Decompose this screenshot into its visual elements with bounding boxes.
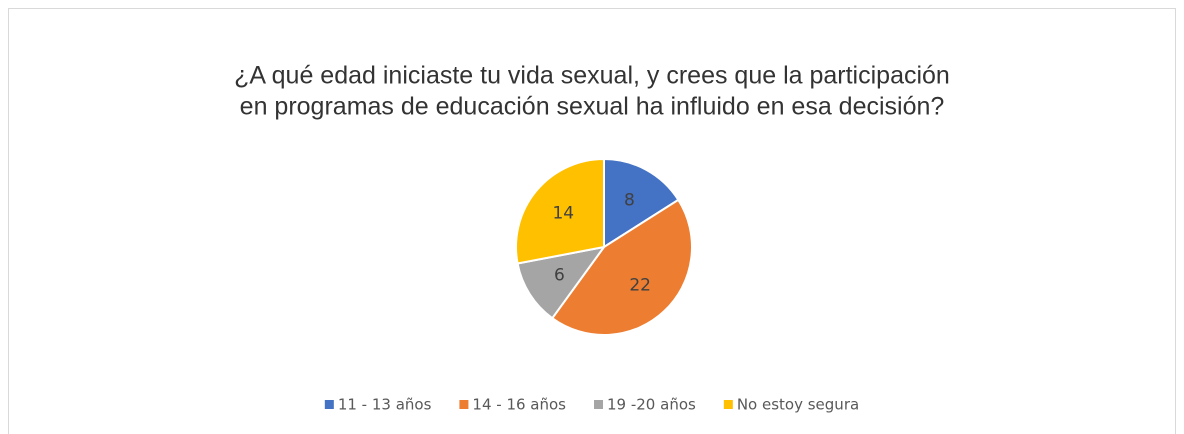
legend-label: 14 - 16 años	[472, 396, 566, 414]
legend-marker	[723, 400, 733, 409]
chart-title: ¿A qué edad iniciaste tu vida sexual, y …	[234, 62, 950, 90]
legend-label: No estoy segura	[737, 396, 859, 414]
pie-slice	[515, 157, 605, 265]
legend-label: 19 -20 años	[607, 396, 696, 414]
chart-title: en programas de educación sexual ha infl…	[240, 93, 945, 121]
data-label: 6	[554, 265, 565, 285]
data-label: 22	[629, 275, 651, 295]
legend-marker	[324, 400, 334, 409]
data-label: 8	[624, 191, 635, 211]
pie-slice	[603, 157, 680, 249]
legend-marker	[594, 400, 604, 409]
pie-slice	[516, 245, 607, 320]
legend-label: 11 - 13 años	[338, 396, 432, 414]
data-label: 14	[552, 203, 574, 223]
legend-marker	[459, 400, 469, 409]
pie-slice	[550, 198, 693, 336]
